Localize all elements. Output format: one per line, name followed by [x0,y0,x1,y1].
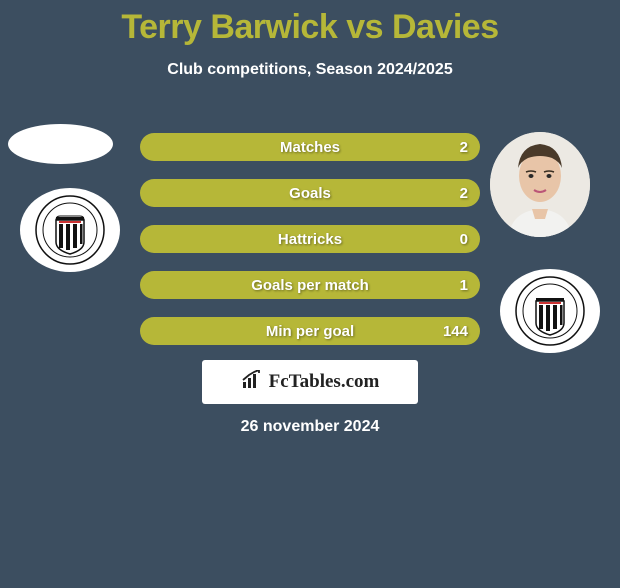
shield-icon [35,195,105,265]
chart-icon [241,370,263,395]
club-crest-right [500,269,600,353]
stat-row: Min per goal 144 [140,317,480,345]
stat-row: Hattricks 0 [140,225,480,253]
logo-text: FcTables.com [269,371,380,393]
subtitle: Club competitions, Season 2024/2025 [0,61,620,79]
shield-icon [515,276,585,346]
stat-value-right: 0 [460,231,468,248]
stat-value-right: 1 [460,277,468,294]
person-icon [490,132,590,237]
fctables-logo: FcTables.com [202,360,418,404]
stat-label: Matches [280,139,340,156]
stat-label: Goals [289,185,331,202]
date-label: 26 november 2024 [0,418,620,436]
stat-value-right: 2 [460,185,468,202]
stat-value-right: 144 [443,323,468,340]
club-crest-left [20,188,120,272]
player-avatar-left [8,124,113,164]
page-title: Terry Barwick vs Davies [0,8,620,47]
stat-label: Goals per match [251,277,369,294]
player-avatar-right [490,132,590,237]
stat-row: Matches 2 [140,133,480,161]
stat-label: Min per goal [266,323,354,340]
stat-row: Goals 2 [140,179,480,207]
stat-row: Goals per match 1 [140,271,480,299]
stat-label: Hattricks [278,231,342,248]
stats-panel: Matches 2 Goals 2 Hattricks 0 Goals per … [140,133,480,363]
stat-value-right: 2 [460,139,468,156]
